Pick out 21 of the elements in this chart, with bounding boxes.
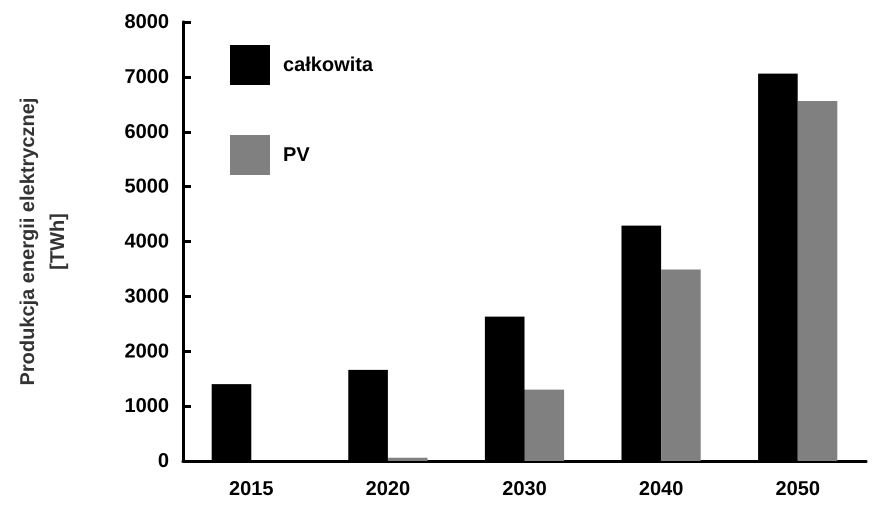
- y-tick-label: 7000: [124, 66, 169, 88]
- x-tick-label: 2050: [775, 478, 820, 500]
- y-tick-label: 6000: [124, 120, 169, 143]
- y-tick-label: 3000: [124, 285, 169, 308]
- x-tick-label: 2030: [502, 478, 547, 500]
- x-tick-label: 2020: [366, 478, 410, 500]
- x-tick-label: 2040: [638, 478, 684, 500]
- legend-label: PV: [283, 144, 310, 166]
- y-axis-title: Produkcja energii elektrycznej [TWh]: [17, 98, 69, 386]
- bar: [661, 269, 701, 461]
- y-tick-label: 2000: [124, 340, 169, 362]
- y-tick-label: 0: [158, 450, 169, 472]
- bar: [388, 458, 428, 461]
- y-tick-label: 5000: [124, 176, 169, 198]
- y-tick-label: 4000: [124, 230, 169, 252]
- legend-label: całkowita: [283, 54, 374, 76]
- bar: [798, 101, 838, 461]
- y-tick-label: 1000: [124, 395, 169, 418]
- y-tick-label: 8000: [124, 11, 169, 33]
- x-tick-label: 2015: [229, 478, 274, 500]
- bar: [524, 390, 564, 461]
